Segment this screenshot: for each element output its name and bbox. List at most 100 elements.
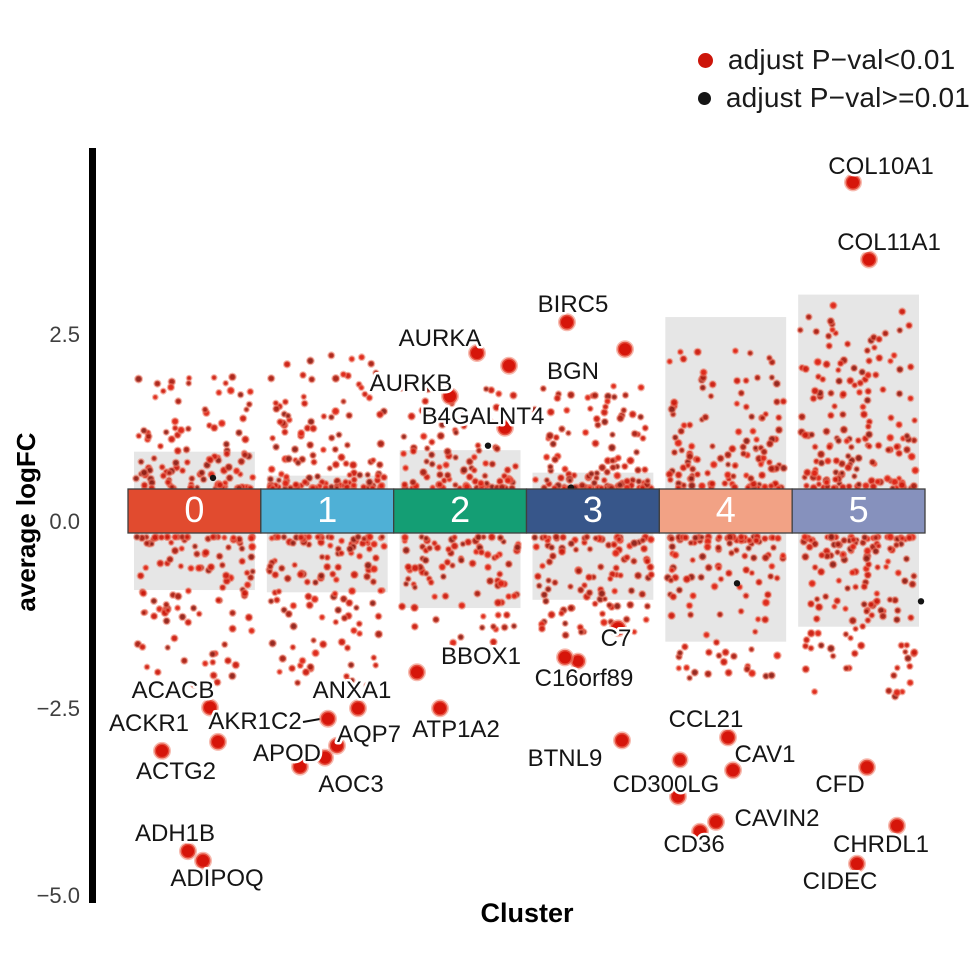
data-point: [139, 426, 148, 435]
data-point: [549, 439, 558, 449]
data-point: [356, 629, 364, 638]
data-point: [546, 463, 555, 471]
data-point: [363, 681, 371, 690]
data-point: [814, 602, 824, 612]
data-point: [487, 532, 497, 542]
data-point: [164, 606, 172, 614]
data-point: [594, 421, 602, 429]
data-point: [178, 612, 187, 622]
data-point: [178, 545, 186, 553]
gene-point-AURKB: [441, 387, 459, 406]
data-point: [804, 313, 813, 321]
data-point: [890, 351, 898, 360]
data-point: [284, 609, 294, 619]
data-point: [843, 584, 852, 593]
data-point: [754, 578, 763, 587]
data-point: [171, 533, 180, 542]
data-point: [246, 387, 255, 396]
data-point: [533, 572, 543, 581]
cluster-band-label: 5: [849, 489, 869, 530]
data-point: [171, 424, 179, 432]
data-point: [838, 410, 847, 419]
data-point: [267, 465, 276, 474]
data-point: [894, 449, 904, 458]
data-point: [632, 448, 641, 456]
data-point: [822, 478, 831, 487]
data-point: [422, 569, 430, 577]
data-point: [166, 383, 176, 392]
data-point: [210, 423, 219, 433]
data-point: [860, 600, 869, 609]
cluster-band-label: 3: [583, 489, 603, 530]
data-point: [813, 357, 823, 367]
data-point: [228, 608, 237, 617]
data-point: [503, 476, 513, 485]
data-point: [201, 548, 211, 558]
data-point: [167, 434, 177, 444]
data-point: [427, 578, 435, 587]
cluster-band-segment: [525, 488, 660, 534]
data-point: [552, 433, 561, 442]
data-point: [369, 456, 377, 464]
data-point: [910, 466, 920, 475]
data-point: [244, 613, 254, 622]
data-point: [221, 571, 231, 580]
gene-point-CCL21: [719, 728, 737, 747]
data-point: [268, 638, 278, 648]
data-point: [842, 664, 851, 673]
data-point: [266, 475, 275, 484]
data-point: [375, 410, 385, 419]
data-point: [855, 480, 863, 489]
data-point: [231, 660, 241, 670]
data-point: [576, 585, 585, 595]
data-point: [800, 430, 810, 440]
data-point: [703, 469, 712, 477]
data-point: [398, 385, 406, 393]
data-point: [151, 393, 159, 401]
data-point: [423, 384, 433, 394]
data-point: [400, 433, 408, 441]
data-point-large: [500, 356, 518, 375]
data-point: [689, 556, 697, 564]
data-point: [215, 388, 223, 397]
data-point: [685, 601, 694, 610]
legend-label: adjust P−val<0.01: [727, 44, 956, 75]
data-point: [220, 534, 228, 541]
data-point: [418, 467, 428, 477]
data-point: [810, 468, 819, 478]
data-point: [583, 533, 591, 541]
label-leader-line: [302, 718, 321, 723]
data-point: [183, 458, 191, 466]
data-point: [687, 539, 695, 547]
data-point: [600, 476, 608, 484]
data-point: [150, 533, 160, 542]
gene-point-CIDEC: [848, 854, 866, 873]
data-point: [859, 410, 869, 419]
data-point: [872, 533, 880, 542]
data-point: [227, 671, 237, 681]
data-point: [188, 474, 196, 483]
data-point: [294, 458, 302, 467]
data-point: [668, 542, 677, 551]
data-point: [816, 567, 826, 577]
data-point: [238, 544, 246, 553]
data-point: [418, 406, 428, 415]
data-point: [902, 555, 911, 563]
y-tick-label: 2.5: [49, 322, 80, 347]
data-point: [843, 340, 852, 348]
data-point: [478, 415, 487, 424]
data-point: [332, 618, 340, 626]
data-point: [401, 545, 411, 555]
data-point: [566, 603, 576, 613]
data-point: [729, 652, 739, 661]
data-point: [281, 428, 289, 437]
data-point: [566, 390, 576, 400]
data-point: [668, 566, 676, 574]
data-point: [911, 416, 919, 424]
data-point: [486, 417, 495, 426]
data-point: [740, 552, 749, 560]
data-point: [305, 533, 313, 541]
data-point: [902, 445, 912, 455]
data-point: [675, 664, 683, 672]
data-point: [609, 382, 618, 390]
